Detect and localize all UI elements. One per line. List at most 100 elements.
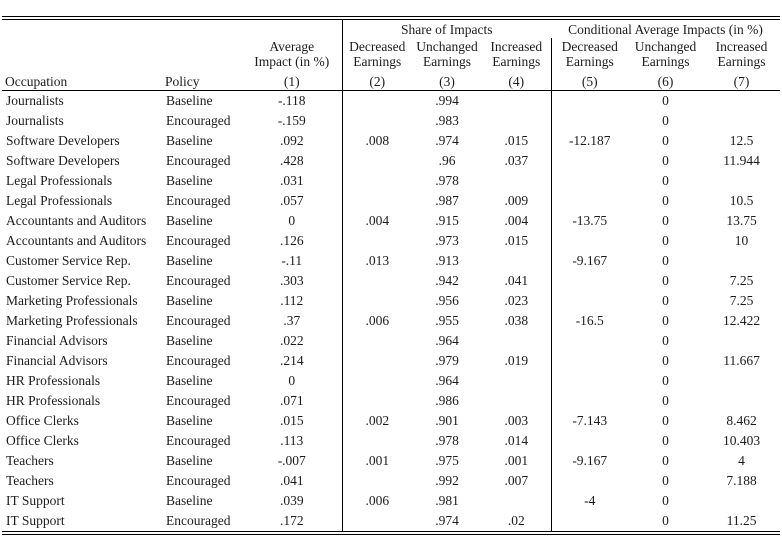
cell-share-increased: .019 — [504, 353, 529, 368]
cell-occupation: IT Support — [6, 513, 65, 528]
cell-cond-increased: 12.422 — [722, 313, 761, 328]
header-share-decreased-earnings: Decreased Earnings — [341, 38, 412, 70]
cell-cond-decreased: -4 — [550, 491, 628, 511]
cell-policy: Encouraged — [166, 233, 231, 248]
cell-share-unchanged: .96 — [438, 153, 456, 168]
cell-share-decreased: .001 — [341, 451, 412, 471]
cell-occupation: IT Support — [6, 493, 65, 508]
cell-avg-impact: .031 — [279, 173, 304, 188]
cell-cond-unchanged: 0 — [662, 493, 669, 508]
cell-share-increased: .038 — [504, 313, 529, 328]
cell-cond-unchanged: 0 — [662, 113, 669, 128]
cell-cond-decreased — [550, 151, 628, 171]
cell-policy: Baseline — [166, 293, 213, 308]
cell-share-increased — [482, 331, 551, 351]
table-row: Journalists Encouraged -.159 .983 0 — [2, 111, 780, 131]
cell-policy: Encouraged — [166, 273, 231, 288]
cell-share-increased: .001 — [504, 453, 529, 468]
cell-share-unchanged: .987 — [435, 193, 459, 208]
column-number-7: (7) — [703, 70, 781, 91]
column-number-5: (5) — [550, 70, 628, 91]
header-policy: Policy — [162, 70, 242, 91]
table-body: Journalists Baseline -.118.994 0 Journalists… — [2, 90, 780, 533]
cell-share-increased — [482, 251, 551, 271]
cell-cond-unchanged: 0 — [662, 293, 669, 308]
cell-cond-unchanged: 0 — [662, 393, 669, 408]
cell-share-increased: .014 — [504, 433, 529, 448]
cell-share-decreased: .002 — [341, 411, 412, 431]
cell-share-decreased — [341, 351, 412, 371]
cell-cond-decreased — [550, 511, 628, 533]
cell-cond-decreased — [550, 231, 628, 251]
cell-cond-increased — [703, 491, 780, 511]
header-cond-decreased-earnings: Decreased Earnings — [550, 38, 628, 70]
cell-cond-decreased — [550, 191, 628, 211]
cell-cond-unchanged: 0 — [662, 373, 669, 388]
cell-occupation: Marketing Professionals — [6, 293, 138, 308]
cell-avg-impact: .112 — [280, 293, 304, 308]
cell-share-unchanged: .986 — [435, 393, 459, 408]
cell-policy: Baseline — [166, 213, 213, 228]
table-row: Customer Service Rep. Encouraged .303 .942.… — [2, 271, 780, 291]
table-row: Financial Advisors Baseline .022 .964 0 — [2, 331, 780, 351]
column-number-row: Occupation Policy (1) (2) (3) (4) (5) (6… — [2, 70, 781, 91]
cell-cond-increased: 12.5 — [729, 133, 754, 148]
cell-cond-decreased: -12.187 — [550, 131, 628, 151]
cell-cond-unchanged: 0 — [662, 133, 669, 148]
cell-cond-decreased — [550, 471, 628, 491]
cell-occupation: Software Developers — [6, 153, 120, 168]
cell-share-decreased — [341, 151, 412, 171]
cell-policy: Encouraged — [166, 473, 231, 488]
cell-share-increased: .009 — [504, 193, 529, 208]
cell-cond-increased: 11.25 — [726, 513, 757, 528]
cell-occupation: Accountants and Auditors — [6, 213, 147, 228]
cell-avg-impact: .428 — [279, 153, 304, 168]
cell-avg-impact: 0 — [288, 373, 296, 388]
cell-share-decreased — [341, 391, 412, 411]
cell-cond-unchanged: 0 — [662, 313, 669, 328]
cell-share-decreased — [341, 471, 412, 491]
cell-share-decreased — [341, 191, 412, 211]
cell-share-decreased — [341, 111, 412, 131]
column-number-6: (6) — [628, 70, 703, 91]
table-row: IT Support Baseline .039 .006 .981 -4 0 — [2, 491, 780, 511]
cell-cond-decreased — [550, 371, 628, 391]
cell-cond-decreased — [550, 271, 628, 291]
cell-occupation: Accountants and Auditors — [6, 233, 147, 248]
cell-cond-decreased: -16.5 — [550, 311, 628, 331]
header-occupation: Occupation — [2, 70, 162, 91]
cell-share-increased: .041 — [504, 273, 529, 288]
cell-avg-impact: .015 — [279, 413, 304, 428]
column-number-2: (2) — [341, 70, 412, 91]
cell-occupation: Journalists — [6, 113, 64, 128]
header-cond-unchanged-earnings: Unchanged Earnings — [634, 38, 697, 70]
cell-occupation: HR Professionals — [6, 393, 101, 408]
header-share-unchanged-earnings: Unchanged Earnings — [416, 38, 478, 70]
cell-occupation: Customer Service Rep. — [6, 253, 131, 268]
cell-policy: Baseline — [166, 373, 213, 388]
cell-cond-increased — [703, 331, 780, 351]
cell-cond-increased: 7.188 — [726, 473, 757, 488]
spacer-cell — [162, 18, 242, 38]
cell-cond-decreased — [550, 431, 628, 451]
cell-occupation: Marketing Professionals — [6, 313, 138, 328]
cell-avg-impact: 0 — [288, 213, 296, 228]
cell-policy: Baseline — [166, 493, 213, 508]
cell-cond-decreased — [550, 111, 628, 131]
table-row: Marketing Professionals Baseline .112 .956.… — [2, 291, 780, 311]
cell-cond-unchanged: 0 — [662, 233, 669, 248]
cell-share-decreased — [341, 371, 412, 391]
cell-cond-decreased: -9.167 — [550, 251, 628, 271]
cell-avg-impact: -.118 — [277, 93, 306, 108]
cell-policy: Baseline — [166, 93, 213, 108]
group-header-share-of-impacts: Share of Impacts — [341, 18, 551, 38]
cell-cond-unchanged: 0 — [662, 193, 669, 208]
table-row: HR Professionals Encouraged .071 .986 0 — [2, 391, 780, 411]
cell-occupation: Software Developers — [6, 133, 120, 148]
cell-cond-decreased — [550, 90, 628, 111]
spacer-cell — [2, 38, 162, 70]
cell-cond-decreased: -7.143 — [550, 411, 628, 431]
cell-occupation: Financial Advisors — [6, 353, 108, 368]
cell-cond-unchanged: 0 — [662, 153, 669, 168]
cell-policy: Baseline — [166, 173, 213, 188]
